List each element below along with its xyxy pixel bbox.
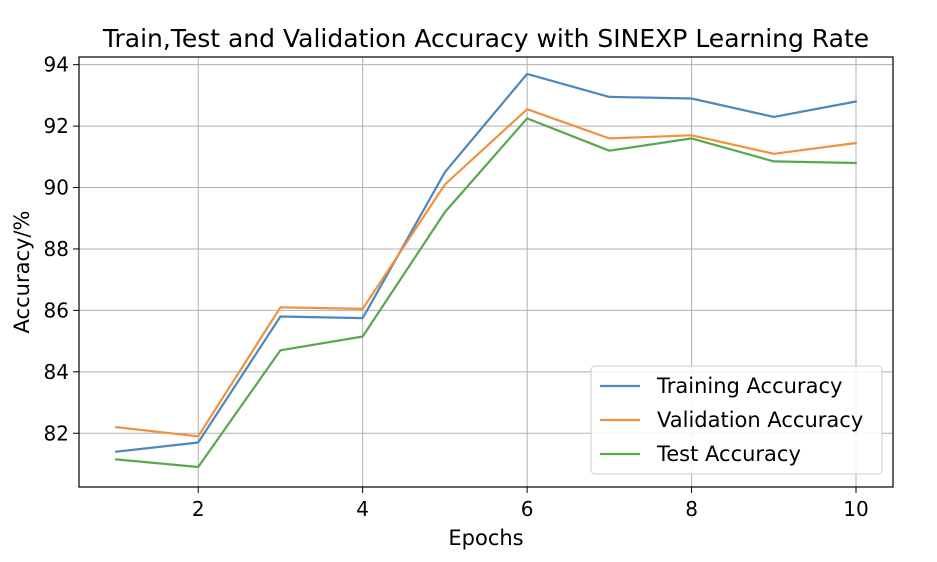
y-tick-label: 86 [44,298,69,322]
x-tick-label: 6 [521,497,534,521]
x-tick-label: 2 [192,497,205,521]
plot-area [78,56,894,488]
legend-entry: Validation Accuracy [657,408,863,432]
y-tick-label: 94 [44,53,69,77]
y-tick-label: 88 [44,237,69,261]
legend-entry: Training Accuracy [656,374,842,398]
y-tick-label: 84 [44,360,69,384]
legend: Training Accuracy Validation Accuracy Test… [590,365,883,475]
x-tick-label: 4 [356,497,369,521]
chart-title: Train,Test and Validation Accuracy with … [102,24,869,53]
y-axis-label: Accuracy/% [10,211,34,334]
y-tick-label: 82 [44,421,69,445]
x-axis-label: Epochs [448,526,523,550]
grid [79,57,893,487]
series-line-3 [114,117,858,469]
series-layer [114,72,858,469]
y-tick-label: 92 [44,114,69,138]
legend-box [590,365,883,475]
x-tick-label: 8 [685,497,698,521]
series-line-2 [114,108,858,438]
y-tick-label: 90 [44,176,69,200]
series-line-1 [114,72,858,453]
axis-ticks: 2 4 6 8 10 82 84 86 88 90 92 94 [44,53,869,521]
legend-entry: Test Accuracy [656,442,801,466]
x-tick-label: 10 [843,497,868,521]
